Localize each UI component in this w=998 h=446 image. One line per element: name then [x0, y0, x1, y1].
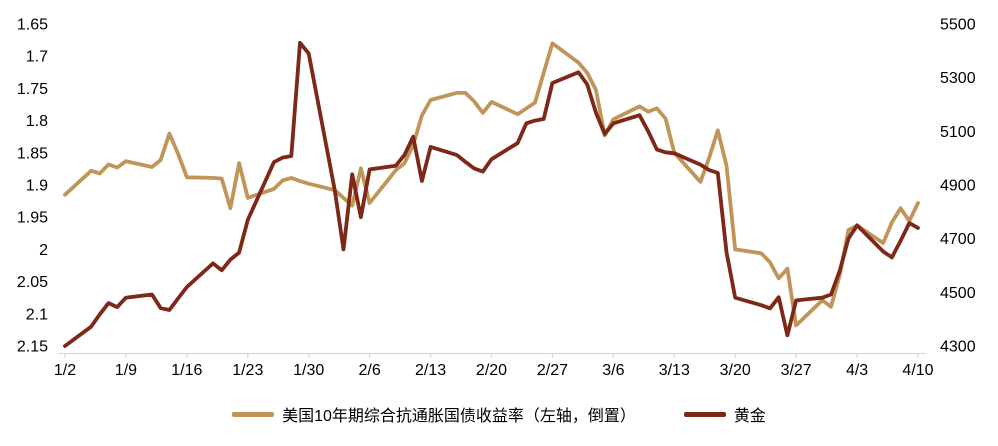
- chart-legend: 美国10年期综合抗通胀国债收益率（左轴，倒置） 黄金: [0, 402, 998, 426]
- x-axis-label: 3/20: [720, 362, 751, 379]
- left-axis-label: 2.1: [26, 306, 48, 323]
- right-axis-label: 5100: [940, 124, 976, 141]
- x-axis-label: 1/2: [54, 362, 76, 379]
- right-axis-label: 4900: [940, 178, 976, 195]
- left-axis-label: 1.75: [17, 81, 48, 98]
- x-axis-label: 1/23: [232, 362, 263, 379]
- legend-item-gold: 黄金: [683, 402, 766, 426]
- left-axis-label: 1.85: [17, 145, 48, 162]
- x-axis-label: 1/30: [293, 362, 324, 379]
- right-axis-label: 4500: [940, 285, 976, 302]
- left-axis-label: 1.65: [17, 17, 48, 34]
- right-axis-label: 5300: [940, 70, 976, 87]
- right-axis-label: 4700: [940, 231, 976, 248]
- tips-legend-label: 美国10年期综合抗通胀国债收益率（左轴，倒置）: [282, 408, 636, 425]
- x-axis-label: 2/13: [415, 362, 446, 379]
- left-axis-label: 1.7: [26, 49, 48, 66]
- left-axis-label: 1.95: [17, 210, 48, 227]
- left-axis-label: 2: [39, 242, 48, 259]
- x-axis-label: 2/20: [476, 362, 507, 379]
- gold-legend-label: 黄金: [733, 408, 766, 425]
- tips-yield-line: [63, 41, 920, 328]
- x-axis-label: 1/16: [171, 362, 202, 379]
- gold-line-swatch: [683, 411, 726, 417]
- x-axis-label: 4/10: [902, 362, 933, 379]
- right-axis-label: 4300: [940, 339, 976, 356]
- right-axis-label: 5500: [940, 17, 976, 34]
- tips-line-swatch: [232, 411, 275, 417]
- x-axis-label: 2/27: [537, 362, 568, 379]
- legend-item-tips-yield: 美国10年期综合抗通胀国债收益率（左轴，倒置）: [232, 402, 636, 426]
- x-axis-label: 2/6: [359, 362, 381, 379]
- left-axis-label: 2.15: [17, 339, 48, 356]
- x-axis-label: 3/27: [781, 362, 812, 379]
- left-axis-label: 1.9: [26, 178, 48, 195]
- left-axis-label: 2.05: [17, 274, 48, 291]
- gold-price-line: [63, 40, 920, 348]
- left-axis-label: 1.8: [26, 113, 48, 130]
- x-axis-label: 4/3: [846, 362, 868, 379]
- x-axis-label: 3/13: [659, 362, 690, 379]
- x-axis-label: 1/9: [115, 362, 137, 379]
- x-axis-label: 3/6: [602, 362, 624, 379]
